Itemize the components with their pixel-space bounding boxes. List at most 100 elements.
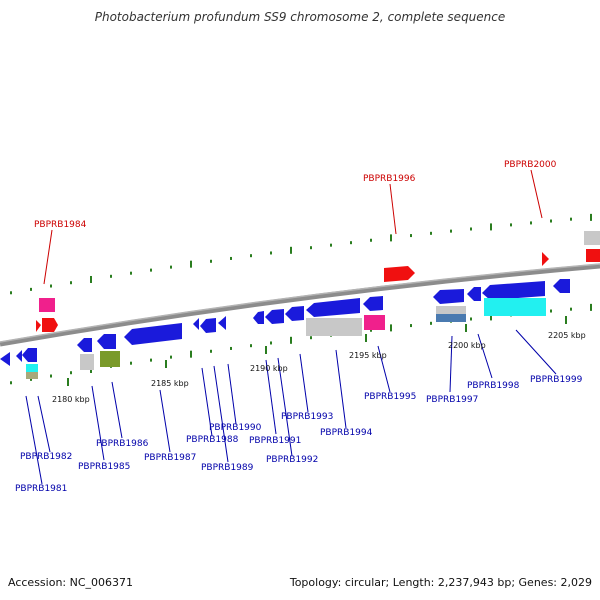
- track-dot: [470, 317, 472, 321]
- track-dot: [250, 254, 252, 258]
- gene-label[interactable]: PBPRB1997: [426, 395, 478, 405]
- track-dot: [430, 321, 432, 325]
- gene-feature[interactable]: [285, 306, 304, 321]
- track-dot: [390, 234, 392, 242]
- track-dot: [570, 217, 572, 221]
- gene-feature[interactable]: [436, 314, 466, 322]
- gene-feature[interactable]: [433, 289, 464, 304]
- gene-feature[interactable]: [584, 231, 600, 245]
- track-dot: [270, 341, 272, 345]
- track-dot: [490, 223, 492, 231]
- track-dot: [210, 349, 212, 353]
- gene-feature[interactable]: [26, 364, 38, 372]
- gene-label[interactable]: PBPRB1992: [266, 455, 318, 465]
- gene-label[interactable]: PBPRB1989: [201, 463, 254, 473]
- track-dot: [510, 223, 512, 227]
- track-dot: [330, 243, 332, 247]
- track-dot: [410, 234, 412, 238]
- track-dot: [310, 246, 312, 250]
- track-dot: [30, 287, 32, 291]
- gene-label[interactable]: PBPRB1991: [249, 436, 301, 446]
- scale-tick-label: 2180 kbp: [52, 395, 90, 404]
- track-dot: [470, 227, 472, 231]
- gene-feature[interactable]: [77, 338, 92, 352]
- track-dot: [370, 238, 372, 242]
- gene-feature[interactable]: [542, 252, 549, 266]
- track-dot: [430, 231, 432, 235]
- gene-feature[interactable]: [306, 318, 362, 336]
- gene-feature[interactable]: [265, 309, 284, 324]
- track-dot: [590, 213, 592, 221]
- gene-feature[interactable]: [26, 372, 38, 379]
- gene-feature[interactable]: [0, 352, 10, 366]
- track-dot: [10, 291, 12, 295]
- track-dot: [310, 336, 312, 340]
- gene-label[interactable]: PBPRB2000: [504, 160, 557, 170]
- gene-label[interactable]: PBPRB1987: [144, 453, 196, 463]
- track-dot: [230, 346, 232, 350]
- gene-feature[interactable]: [436, 306, 466, 314]
- track-dot: [70, 371, 72, 375]
- gene-feature[interactable]: [42, 318, 58, 332]
- gene-label[interactable]: PBPRB1993: [281, 412, 333, 422]
- gene-label[interactable]: PBPRB1981: [15, 484, 67, 494]
- gene-feature[interactable]: [80, 354, 94, 370]
- track-dot: [230, 256, 232, 260]
- track-dot: [410, 324, 412, 328]
- scale-tick-label: 2200 kbp: [448, 341, 486, 350]
- track-dot: [50, 374, 52, 378]
- track-dot: [490, 313, 492, 321]
- gene-feature[interactable]: [467, 287, 481, 301]
- gene-label[interactable]: PBPRB1985: [78, 462, 130, 472]
- track-dot: [130, 361, 132, 365]
- plus-strand-genes: [36, 231, 600, 332]
- track-dot: [270, 251, 272, 255]
- gene-label[interactable]: PBPRB1986: [96, 439, 149, 449]
- track-dot: [170, 265, 172, 269]
- gene-feature[interactable]: [22, 348, 37, 362]
- genome-summary: Topology: circular; Length: 2,237,943 bp…: [289, 576, 592, 589]
- gene-feature[interactable]: [39, 298, 55, 312]
- gene-feature[interactable]: [306, 298, 360, 317]
- minus-strand-genes: [0, 279, 570, 379]
- gene-feature[interactable]: [364, 315, 385, 330]
- gene-feature[interactable]: [16, 350, 22, 362]
- track-dot: [30, 377, 32, 381]
- gene-feature[interactable]: [553, 279, 570, 293]
- gene-label[interactable]: PBPRB1990: [209, 423, 262, 433]
- track-dot: [50, 284, 52, 288]
- leader-lines: [25, 169, 557, 485]
- scale-tick-label: 2195 kbp: [349, 351, 387, 360]
- scale-tick-marks: [67, 316, 567, 386]
- gene-label[interactable]: PBPRB1982: [20, 452, 72, 462]
- gene-label[interactable]: PBPRB1998: [467, 381, 520, 391]
- track-dot: [350, 241, 352, 245]
- gene-feature[interactable]: [193, 318, 199, 330]
- track-dot: [210, 259, 212, 263]
- scale-tick-label: 2190 kbp: [250, 364, 288, 373]
- gene-feature[interactable]: [586, 249, 600, 262]
- gene-feature[interactable]: [384, 266, 415, 282]
- gene-feature[interactable]: [253, 311, 264, 324]
- gene-label[interactable]: PBPRB1999: [530, 375, 583, 385]
- gene-feature[interactable]: [484, 298, 546, 316]
- gene-feature[interactable]: [363, 296, 383, 311]
- track-dot: [570, 307, 572, 311]
- track-dot: [150, 358, 152, 362]
- gene-label[interactable]: PBPRB1996: [363, 174, 416, 184]
- gene-feature[interactable]: [218, 316, 226, 330]
- gene-label[interactable]: PBPRB1984: [34, 220, 87, 230]
- gene-feature[interactable]: [100, 351, 120, 367]
- page-title: Photobacterium profundum SS9 chromosome …: [94, 10, 506, 24]
- track-dot: [150, 268, 152, 272]
- track-dot: [550, 309, 552, 313]
- gene-feature[interactable]: [97, 334, 116, 349]
- gene-label[interactable]: PBPRB1988: [186, 435, 239, 445]
- track-dot: [250, 344, 252, 348]
- gene-feature[interactable]: [124, 323, 182, 345]
- gene-feature[interactable]: [36, 320, 41, 332]
- gene-feature[interactable]: [200, 318, 216, 333]
- gene-feature[interactable]: [482, 281, 545, 300]
- gene-label[interactable]: PBPRB1994: [320, 428, 373, 438]
- gene-label[interactable]: PBPRB1995: [364, 392, 416, 402]
